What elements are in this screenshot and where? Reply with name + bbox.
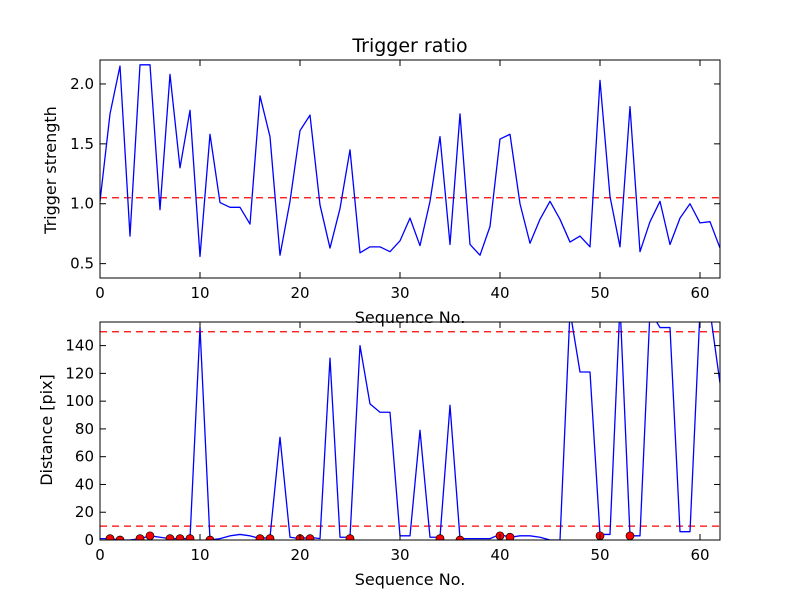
x-axis-label: Sequence No. bbox=[355, 308, 466, 327]
x-tick-label: 60 bbox=[690, 546, 709, 564]
data-point-marker bbox=[255, 534, 265, 540]
y-tick-label: 80 bbox=[75, 420, 94, 438]
x-tick-label: 0 bbox=[95, 546, 105, 564]
y-tick-label: 100 bbox=[65, 392, 94, 410]
y-axis-label: Distance [pix] bbox=[37, 374, 56, 486]
y-tick-label: 0.5 bbox=[70, 255, 94, 273]
top-chart-trigger-ratio: Trigger ratio Sequence No. Trigger stren… bbox=[41, 35, 721, 327]
x-tick-label: 40 bbox=[490, 546, 509, 564]
data-point-marker bbox=[145, 531, 155, 540]
y-tick-label: 1.5 bbox=[70, 135, 94, 153]
x-tick-label: 60 bbox=[690, 284, 709, 302]
series-line bbox=[100, 64, 720, 258]
x-tick-label: 20 bbox=[290, 546, 309, 564]
x-tick-label: 50 bbox=[590, 546, 609, 564]
y-tick-label: 60 bbox=[75, 448, 94, 466]
y-tick-label: 1.0 bbox=[70, 195, 94, 213]
data-point-marker bbox=[625, 531, 635, 540]
x-tick-label: 30 bbox=[390, 546, 409, 564]
data-point-marker bbox=[435, 534, 445, 540]
series-line bbox=[100, 322, 720, 540]
x-axis-label: Sequence No. bbox=[355, 570, 466, 589]
chart-title: Trigger ratio bbox=[351, 35, 467, 57]
data-point-marker bbox=[345, 534, 355, 540]
x-tick-label: 40 bbox=[490, 284, 509, 302]
x-tick-label: 50 bbox=[590, 284, 609, 302]
y-tick-label: 140 bbox=[65, 337, 94, 355]
y-tick-label: 0 bbox=[84, 531, 94, 549]
data-point-marker bbox=[175, 534, 185, 540]
data-point-marker bbox=[165, 534, 175, 540]
y-tick-label: 2.0 bbox=[70, 75, 94, 93]
x-tick-label: 30 bbox=[390, 284, 409, 302]
y-tick-label: 40 bbox=[75, 475, 94, 493]
data-point-marker bbox=[455, 535, 465, 540]
data-point-marker bbox=[105, 534, 115, 540]
data-point-marker bbox=[265, 534, 275, 540]
plot-frame bbox=[99, 59, 721, 279]
plot-frame bbox=[99, 321, 721, 541]
bottom-chart-distance: Sequence No. Distance [pix] 0 10 20 30 40 50 6… bbox=[37, 321, 721, 589]
data-point-marker bbox=[205, 535, 215, 540]
y-axis-label: Trigger strength bbox=[41, 106, 60, 235]
data-point-marker bbox=[115, 535, 125, 540]
data-point-marker bbox=[305, 534, 315, 540]
x-tick-label: 10 bbox=[190, 546, 209, 564]
data-point-marker bbox=[505, 532, 515, 540]
y-tick-label: 120 bbox=[65, 364, 94, 382]
y-tick-label: 20 bbox=[75, 503, 94, 521]
x-tick-label: 10 bbox=[190, 284, 209, 302]
plot-area bbox=[100, 64, 720, 258]
data-point-marker bbox=[185, 534, 195, 540]
data-point-marker bbox=[135, 534, 145, 540]
x-tick-label: 0 bbox=[95, 284, 105, 302]
x-tick-label: 20 bbox=[290, 284, 309, 302]
plot-area bbox=[100, 322, 720, 540]
